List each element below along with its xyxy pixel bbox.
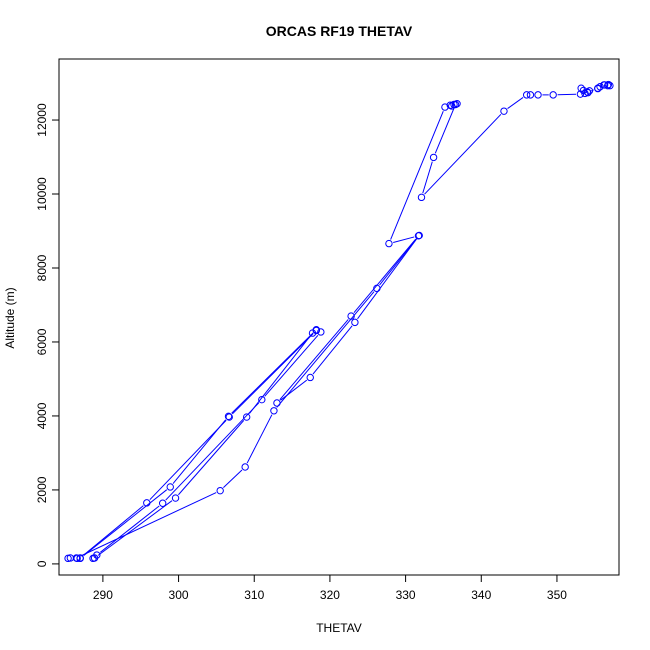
- series-line-segment: [223, 469, 243, 489]
- x-axis-label: THETAV: [316, 621, 362, 635]
- x-tick-label: 310: [244, 588, 264, 602]
- data-point: [241, 463, 249, 471]
- data-point: [351, 318, 359, 327]
- data-point: [594, 84, 602, 92]
- data-point: [577, 84, 585, 92]
- data-point: [312, 326, 320, 334]
- y-tick-label: 12000: [35, 103, 49, 137]
- series-line-segment: [422, 161, 433, 194]
- data-point: [306, 373, 314, 382]
- y-axis-label: Altitude (m): [3, 287, 17, 348]
- series-line-segment: [379, 238, 417, 286]
- series-line-segment: [507, 97, 524, 109]
- data-point: [76, 554, 84, 563]
- x-tick-label: 290: [93, 588, 113, 602]
- series-line-segment: [264, 334, 319, 397]
- series-line-segment: [390, 110, 444, 240]
- series-line-segment: [393, 236, 415, 243]
- data-point: [579, 86, 588, 95]
- y-tick-label: 4000: [35, 402, 49, 429]
- x-axis: 290 300 310 320 330 340 350: [93, 574, 567, 602]
- series-line-segment: [83, 505, 144, 556]
- series-line-segment: [231, 332, 314, 414]
- y-tick-label: 10000: [35, 177, 49, 211]
- series-line-segment: [83, 489, 168, 557]
- x-tick-label: 330: [396, 588, 416, 602]
- series-line-segment: [276, 291, 375, 408]
- series-line-segment: [280, 379, 308, 401]
- data-point: [500, 107, 508, 115]
- data-point: [224, 412, 233, 421]
- data-point: [258, 395, 266, 404]
- chart-title: ORCAS RF19 THETAV: [266, 23, 413, 39]
- x-tick-label: 320: [320, 588, 340, 602]
- data-point: [600, 81, 608, 89]
- data-point: [216, 486, 224, 495]
- series-line-segment: [557, 93, 577, 96]
- x-tick-label: 340: [471, 588, 491, 602]
- data-point: [347, 312, 355, 320]
- y-tick-label: 2000: [35, 476, 49, 503]
- data-point: [451, 100, 460, 109]
- series-layer: [64, 80, 614, 563]
- series-line-segment: [312, 325, 353, 375]
- data-point: [604, 80, 613, 89]
- y-tick-label: 8000: [35, 254, 49, 281]
- data-point: [72, 554, 81, 562]
- data-point: [534, 91, 542, 99]
- data-point: [143, 499, 151, 507]
- data-point: [385, 239, 393, 248]
- data-point: [414, 232, 423, 240]
- x-tick-label: 300: [169, 588, 189, 602]
- series-line-segment: [178, 420, 245, 496]
- data-point: [225, 413, 233, 421]
- data-point: [441, 103, 449, 111]
- series-line-segment: [248, 336, 311, 414]
- data-point: [373, 284, 381, 293]
- series-line-segment: [232, 333, 314, 415]
- data-point: [242, 413, 251, 421]
- data-point: [603, 81, 612, 90]
- data-point: [417, 193, 426, 202]
- data-point: [526, 91, 535, 99]
- y-tick-label: 0: [35, 560, 49, 567]
- series-line-segment: [172, 419, 227, 484]
- y-tick-label: 6000: [35, 328, 49, 355]
- data-point: [549, 91, 557, 99]
- data-point: [158, 499, 167, 507]
- series-line-segment: [246, 414, 273, 464]
- data-point: [596, 83, 604, 91]
- series-line-segment: [424, 113, 502, 195]
- data-point: [93, 551, 101, 559]
- data-point: [522, 91, 531, 99]
- series-line-segment: [99, 505, 160, 553]
- data-point: [429, 153, 438, 162]
- y-axis: 0 2000 4000 6000 8000 10000 12000: [35, 103, 60, 567]
- series-line-segment: [97, 500, 173, 556]
- series-line-segment: [279, 319, 349, 400]
- series-line-segment: [80, 492, 217, 557]
- series-line-segment: [434, 108, 455, 154]
- data-point: [166, 483, 174, 491]
- data-point: [584, 88, 592, 97]
- series-line-segment: [357, 238, 418, 320]
- series-line-segment: [353, 238, 417, 314]
- x-tick-label: 350: [547, 588, 567, 602]
- series-line-segment: [149, 419, 227, 501]
- series-line-segment: [165, 402, 260, 501]
- data-point: [317, 328, 325, 336]
- data-point: [270, 407, 278, 415]
- data-point: [171, 494, 180, 502]
- data-point: [273, 399, 281, 407]
